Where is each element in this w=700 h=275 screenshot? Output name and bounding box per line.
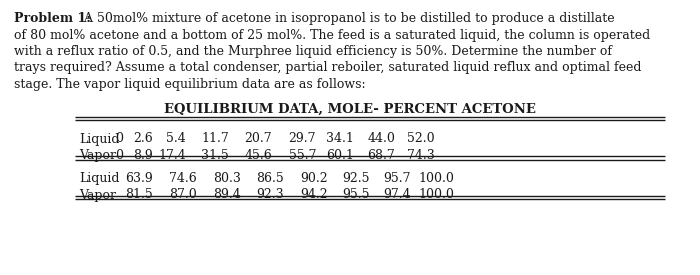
Text: 45.6: 45.6 <box>244 149 272 162</box>
Text: Vapor: Vapor <box>79 149 116 162</box>
Text: 92.3: 92.3 <box>256 188 284 202</box>
Text: A 50mol% mixture of acetone in isopropanol is to be distilled to produce a disti: A 50mol% mixture of acetone in isopropan… <box>80 12 615 25</box>
Text: 44.0: 44.0 <box>367 133 395 145</box>
Text: 87.0: 87.0 <box>169 188 197 202</box>
Text: 29.7: 29.7 <box>288 133 316 145</box>
Text: Vapor: Vapor <box>79 188 116 202</box>
Text: 74.3: 74.3 <box>407 149 435 162</box>
Text: 31.5: 31.5 <box>202 149 229 162</box>
Text: Liquid: Liquid <box>79 172 120 185</box>
Text: 34.1: 34.1 <box>326 133 354 145</box>
Text: 55.7: 55.7 <box>288 149 316 162</box>
Text: 74.6: 74.6 <box>169 172 197 185</box>
Text: trays required? Assume a total condenser, partial reboiler, saturated liquid ref: trays required? Assume a total condenser… <box>14 62 641 75</box>
Text: Liquid: Liquid <box>79 133 120 145</box>
Text: 0: 0 <box>115 133 123 145</box>
Text: EQUILIBRIUM DATA, MOLE- PERCENT ACETONE: EQUILIBRIUM DATA, MOLE- PERCENT ACETONE <box>164 103 536 116</box>
Text: 17.4: 17.4 <box>158 149 186 162</box>
Text: 52.0: 52.0 <box>407 133 435 145</box>
Text: 95.5: 95.5 <box>342 188 370 202</box>
Text: 86.5: 86.5 <box>256 172 284 185</box>
Text: 5.4: 5.4 <box>167 133 186 145</box>
Text: 80.3: 80.3 <box>213 172 241 185</box>
Text: 92.5: 92.5 <box>342 172 370 185</box>
Text: 11.7: 11.7 <box>202 133 229 145</box>
Text: 8.9: 8.9 <box>133 149 153 162</box>
Text: 81.5: 81.5 <box>125 188 153 202</box>
Text: 90.2: 90.2 <box>300 172 328 185</box>
Text: 0: 0 <box>115 149 123 162</box>
Text: Problem 1:: Problem 1: <box>14 12 91 25</box>
Text: 63.9: 63.9 <box>125 172 153 185</box>
Text: 95.7: 95.7 <box>384 172 411 185</box>
Text: 97.4: 97.4 <box>384 188 411 202</box>
Text: 68.7: 68.7 <box>368 149 395 162</box>
Text: 20.7: 20.7 <box>244 133 272 145</box>
Text: 100.0: 100.0 <box>418 188 454 202</box>
Text: 89.4: 89.4 <box>214 188 241 202</box>
Text: 94.2: 94.2 <box>300 188 328 202</box>
Text: of 80 mol% acetone and a bottom of 25 mol%. The feed is a saturated liquid, the : of 80 mol% acetone and a bottom of 25 mo… <box>14 29 650 42</box>
Text: 60.1: 60.1 <box>326 149 354 162</box>
Text: 100.0: 100.0 <box>418 172 454 185</box>
Text: with a reflux ratio of 0.5, and the Murphree liquid efficiency is 50%. Determine: with a reflux ratio of 0.5, and the Murp… <box>14 45 612 58</box>
Text: stage. The vapor liquid equilibrium data are as follows:: stage. The vapor liquid equilibrium data… <box>14 78 365 91</box>
Text: 2.6: 2.6 <box>133 133 153 145</box>
